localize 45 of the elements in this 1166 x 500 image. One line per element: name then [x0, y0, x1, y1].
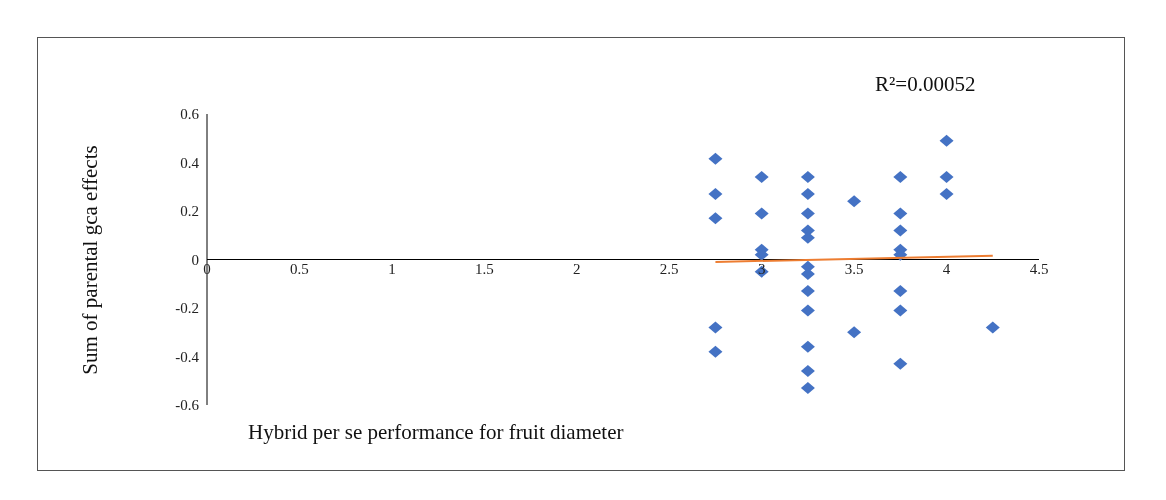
- y-tick-label: -0.2: [175, 300, 199, 317]
- point: [800, 171, 815, 184]
- point: [893, 224, 908, 237]
- point: [939, 171, 954, 184]
- point: [800, 340, 815, 353]
- point: [800, 207, 815, 220]
- point: [893, 304, 908, 317]
- x-tick-label: 4: [942, 261, 951, 278]
- point: [708, 152, 723, 165]
- point: [847, 326, 862, 339]
- point: [800, 382, 815, 395]
- text: R²=0.00052: [875, 72, 976, 97]
- point: [708, 345, 723, 358]
- x-tick-label: 1: [388, 261, 396, 278]
- y-tick-label: -0.4: [175, 348, 200, 365]
- point: [985, 321, 1000, 334]
- x-tick-label: 4.5: [1029, 261, 1049, 278]
- point: [800, 268, 815, 281]
- x-tick-label: 2: [573, 261, 581, 278]
- point: [800, 304, 815, 317]
- point: [708, 212, 723, 225]
- point: [800, 365, 815, 378]
- point: [893, 207, 908, 220]
- point: [754, 171, 769, 184]
- y-tick-label: -0.6: [175, 397, 200, 414]
- y-axis-title: Sum of parental gca effects: [77, 145, 103, 375]
- point: [939, 134, 954, 147]
- point: [847, 195, 862, 208]
- point: [754, 207, 769, 220]
- point: [800, 285, 815, 298]
- point: [708, 321, 723, 334]
- point: [939, 188, 954, 201]
- point: [708, 188, 723, 201]
- x-tick-label: 0.5: [290, 261, 309, 278]
- point: [893, 285, 908, 298]
- point: [893, 357, 908, 370]
- point: [893, 171, 908, 184]
- x-tick-label: 1.5: [474, 261, 494, 278]
- x-axis-title: Hybrid per se performance for fruit diameter: [248, 420, 624, 445]
- y-tick-label: 0.6: [180, 106, 200, 123]
- point: [800, 188, 815, 201]
- y-tick-label: 0.4: [180, 154, 200, 171]
- x-tick-label: 2.5: [659, 261, 679, 278]
- x-tick-label: 3.5: [844, 261, 864, 278]
- y-tick-label: 0.2: [180, 203, 199, 220]
